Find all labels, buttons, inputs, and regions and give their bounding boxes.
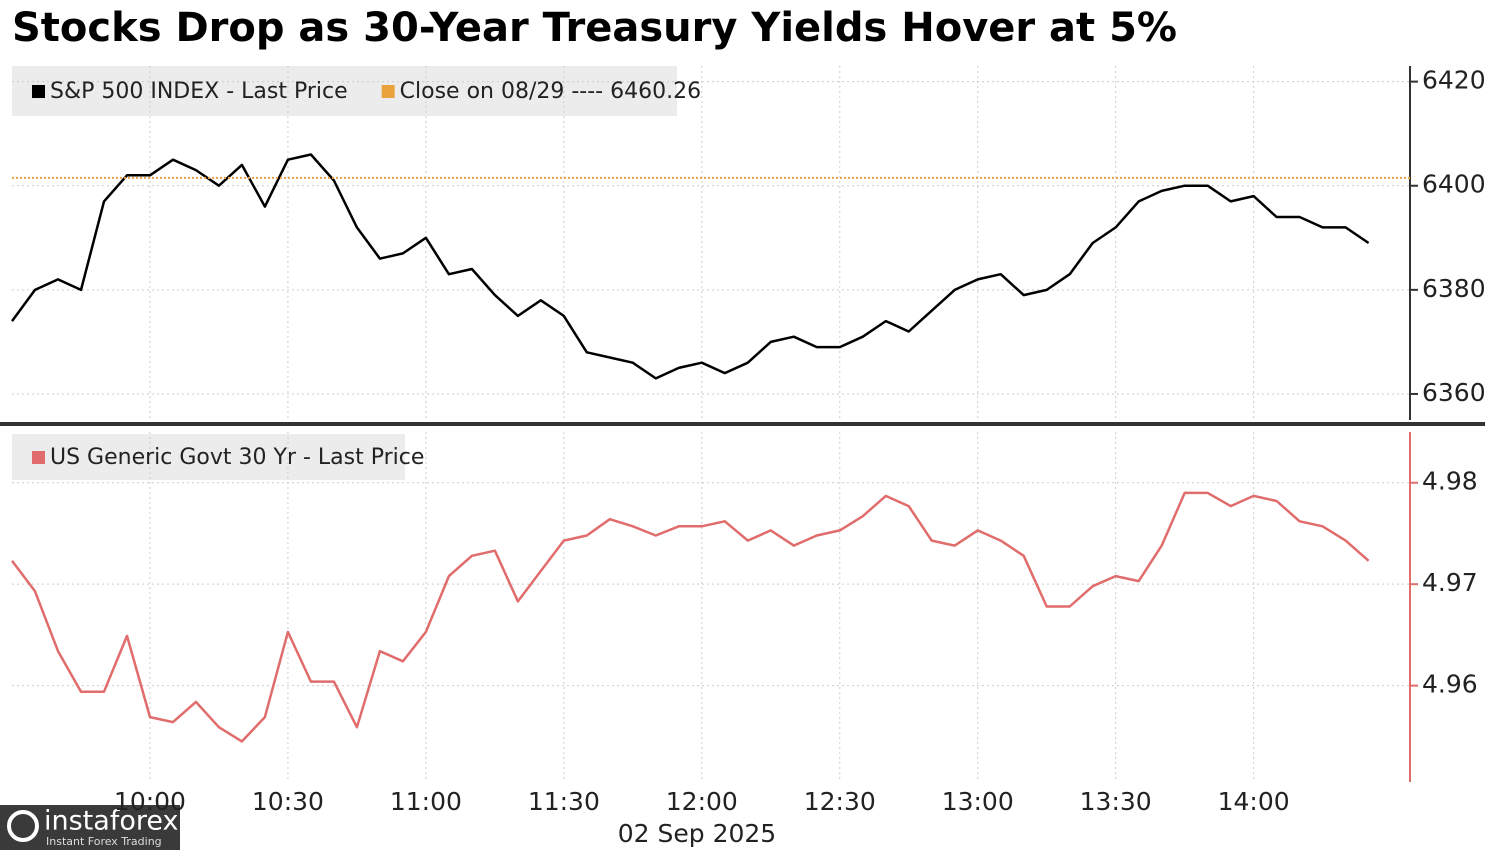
x-tick-label: 12:30 xyxy=(804,787,876,816)
y-tick-label: 4.96 xyxy=(1422,670,1478,699)
y-tick-label: 4.97 xyxy=(1422,568,1478,597)
legend-label: US Generic Govt 30 Yr - Last Price xyxy=(50,445,424,470)
watermark: instaforex Instant Forex Trading xyxy=(0,805,180,850)
x-tick-label: 13:00 xyxy=(942,787,1014,816)
x-tick-label: 13:30 xyxy=(1080,787,1152,816)
watermark-tagline: Instant Forex Trading xyxy=(46,835,162,848)
legend-box xyxy=(12,66,677,116)
watermark-logo xyxy=(7,810,39,842)
x-tick-label: 10:00 xyxy=(114,787,186,816)
y-tick-label: 6360 xyxy=(1422,378,1486,407)
legend-swatch xyxy=(381,85,395,98)
legend-label: Close on 08/29 ---- 6460.26 xyxy=(400,79,701,104)
series-line xyxy=(10,153,1370,380)
watermark-brand: instaforex xyxy=(44,806,178,837)
legend-swatch xyxy=(32,451,45,464)
y-tick-label: 6420 xyxy=(1422,66,1486,95)
series-line xyxy=(11,491,1370,743)
legend-box xyxy=(12,434,405,480)
y-tick-label: 6400 xyxy=(1422,170,1486,199)
y-tick-label: 6380 xyxy=(1422,274,1486,303)
y-tick-label: 4.98 xyxy=(1422,467,1478,496)
legend-swatch xyxy=(32,85,45,98)
legend-label: S&P 500 INDEX - Last Price xyxy=(50,79,348,104)
x-tick-label: 10:30 xyxy=(252,787,324,816)
x-tick-label: 11:00 xyxy=(390,787,462,816)
x-tick-label: 11:30 xyxy=(528,787,600,816)
x-axis-label: 02 Sep 2025 xyxy=(618,819,776,848)
chart-title: Stocks Drop as 30-Year Treasury Yields H… xyxy=(12,5,1177,51)
x-tick-label: 12:00 xyxy=(666,787,738,816)
x-tick-label: 14:00 xyxy=(1218,787,1290,816)
